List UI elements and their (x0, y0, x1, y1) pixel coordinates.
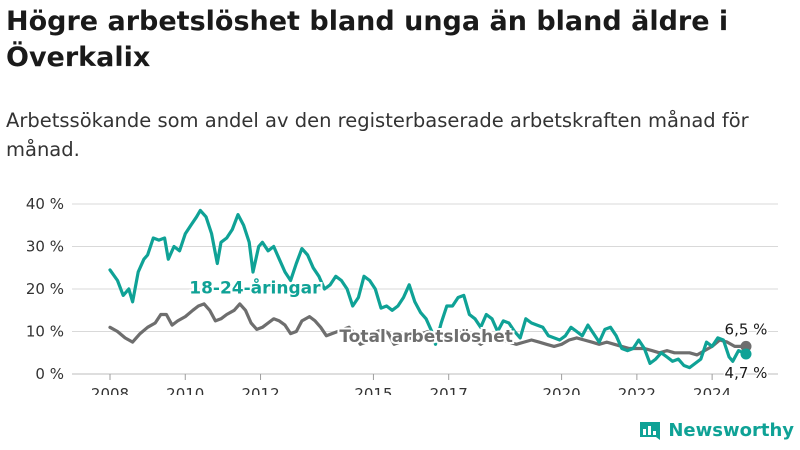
x-tick-label: 2008 (91, 385, 129, 395)
y-tick-label: 20 % (26, 280, 64, 298)
chart-subtitle: Arbetssökande som andel av den registerb… (6, 109, 749, 161)
y-tick-label: 0 % (35, 365, 64, 383)
end-value-label: 6,5 % (725, 320, 768, 338)
page-title: Högre arbetslöshet bland unga än bland ä… (6, 6, 729, 73)
series-label: Total arbetslöshet (339, 327, 513, 347)
y-tick-label: 30 % (26, 238, 64, 256)
x-tick-label: 2022 (618, 385, 656, 395)
end-point (740, 340, 752, 352)
newsworthy-brand: Newsworthy (638, 418, 794, 442)
end-point (740, 348, 752, 360)
y-axis-tick-labels: 0 % 10 % 20 % 30 % 40 % (26, 195, 64, 383)
annotations: 18-24-åringar Total arbetslöshet 6,5 % 4,7 … (187, 274, 769, 383)
gridlines (72, 203, 778, 375)
x-tick-label: 2012 (241, 385, 279, 395)
x-tick-label: 2017 (430, 385, 468, 395)
series-line (108, 208, 748, 370)
bar-chart-logo-icon (640, 422, 661, 440)
x-tick-label: 2020 (543, 385, 581, 395)
series-label: 18-24-åringar (189, 276, 321, 298)
x-tick-label: 2010 (166, 385, 204, 395)
end-value-label: 4,7 % (725, 364, 768, 382)
x-tick-label: 2015 (354, 385, 392, 395)
series-lines (108, 208, 752, 370)
line-chart: 0 % 10 % 20 % 30 % 40 % 2008 2010 2012 2015 2017… (26, 195, 778, 395)
brand-name: Newsworthy (668, 419, 794, 441)
y-tick-label: 40 % (26, 195, 64, 213)
x-tick-label: 2024 (693, 385, 731, 395)
y-tick-label: 10 % (26, 323, 64, 341)
x-axis: 2008 2010 2012 2015 2017 2020 2022 2024 (91, 374, 731, 395)
